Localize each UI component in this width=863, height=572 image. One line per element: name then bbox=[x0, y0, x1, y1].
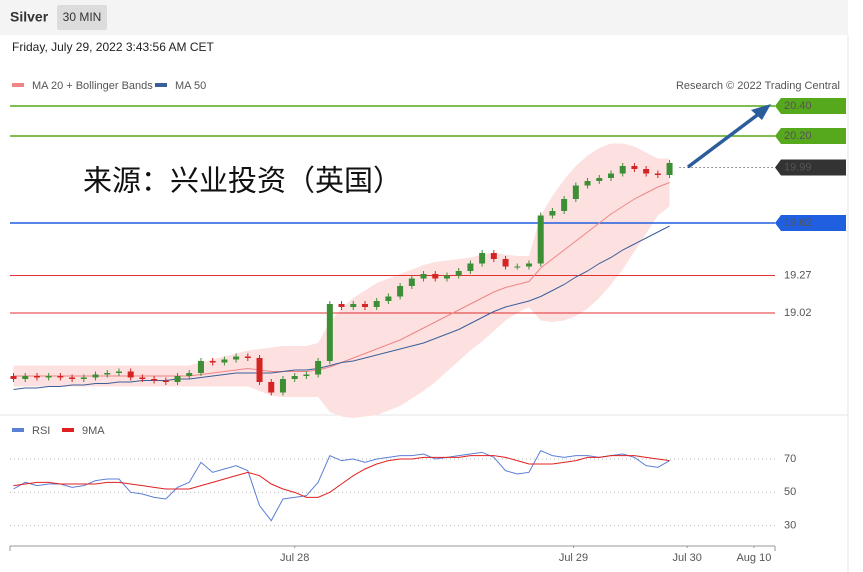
candle-body bbox=[373, 301, 380, 307]
level-label: 19.02 bbox=[784, 307, 812, 319]
level-badge bbox=[775, 128, 846, 144]
candle-body bbox=[22, 376, 29, 379]
candle-body bbox=[268, 382, 275, 393]
candle-body bbox=[338, 304, 345, 307]
level-label: 19.62 bbox=[784, 217, 812, 229]
level-badge bbox=[775, 98, 846, 114]
y-tick-label: 30 bbox=[784, 520, 796, 532]
instrument-title: Silver bbox=[10, 9, 49, 25]
legend-label: MA 20 + Bollinger Bands bbox=[32, 80, 153, 92]
y-tick-label: 70 bbox=[784, 453, 796, 465]
candle-body bbox=[315, 361, 322, 375]
moving-average bbox=[13, 225, 670, 390]
candle-body bbox=[303, 374, 310, 376]
candle-body bbox=[479, 253, 486, 264]
candle-body bbox=[233, 356, 240, 360]
source-credit: Research © 2022 Trading Central bbox=[676, 80, 840, 92]
candle-body bbox=[350, 304, 357, 307]
candle-body bbox=[197, 361, 204, 373]
candle-body bbox=[432, 274, 439, 279]
legend-label: RSI bbox=[32, 425, 50, 437]
candle-body bbox=[33, 376, 40, 378]
timestamp: Friday, July 29, 2022 3:43:56 AM CET bbox=[12, 40, 215, 54]
candle-body bbox=[525, 263, 532, 267]
candle-body bbox=[326, 304, 333, 361]
level-label: 19.99 bbox=[784, 161, 812, 173]
legend-label: 9MA bbox=[82, 425, 105, 437]
bollinger-band bbox=[13, 143, 670, 418]
candle-body bbox=[186, 373, 193, 376]
timeframe-label[interactable]: 30 MIN bbox=[63, 10, 102, 24]
candle-body bbox=[490, 253, 497, 259]
candle-body bbox=[291, 376, 298, 379]
candle-body bbox=[584, 181, 591, 186]
candle-body bbox=[69, 377, 76, 379]
candle-body bbox=[443, 275, 450, 279]
candle-body bbox=[514, 266, 521, 268]
candle-body bbox=[397, 286, 404, 297]
legend-swatch bbox=[155, 83, 167, 87]
candle-body bbox=[361, 304, 368, 307]
candle-body bbox=[10, 376, 17, 379]
candle-body bbox=[92, 374, 99, 378]
header-bar bbox=[0, 0, 848, 35]
candle-body bbox=[607, 173, 614, 178]
candle-body bbox=[57, 376, 64, 378]
candle-body bbox=[455, 271, 462, 276]
candle-body bbox=[209, 361, 216, 363]
candle-body bbox=[537, 215, 544, 264]
candle-body bbox=[654, 173, 661, 175]
candle-body bbox=[221, 359, 228, 363]
level-label: 19.27 bbox=[784, 269, 812, 281]
candle-body bbox=[408, 278, 415, 286]
candle-body bbox=[151, 379, 158, 381]
x-tick-label: Aug 10 bbox=[736, 552, 771, 564]
target-arrow bbox=[686, 104, 771, 169]
candle-body bbox=[467, 263, 474, 271]
level-label: 20.20 bbox=[784, 130, 812, 142]
candle-body bbox=[174, 376, 181, 382]
candle-body bbox=[127, 371, 134, 378]
rsi-panel: RSI 9MA 30 50 70 Jul 28 Jul 29 Jul 30 Aug 10 bbox=[9, 425, 796, 564]
candle-body bbox=[279, 379, 286, 393]
level-label: 20.40 bbox=[784, 100, 812, 112]
candle-body bbox=[162, 380, 169, 382]
timeframe-button[interactable] bbox=[57, 5, 107, 30]
candle-body bbox=[80, 377, 87, 379]
price-panel: MA 20 + Bollinger Bands MA 50 Research © 2… bbox=[10, 80, 846, 418]
candle-body bbox=[256, 358, 263, 382]
candle-body bbox=[631, 166, 638, 169]
candle-body bbox=[115, 371, 122, 373]
legend-swatch bbox=[12, 428, 24, 432]
x-tick-label: Jul 29 bbox=[559, 552, 588, 564]
y-tick-label: 50 bbox=[784, 486, 796, 498]
x-tick-label: Jul 28 bbox=[280, 552, 309, 564]
candle-body bbox=[561, 199, 568, 211]
x-tick-label: Jul 30 bbox=[672, 552, 701, 564]
candle-body bbox=[139, 377, 146, 379]
level-badge bbox=[775, 215, 846, 231]
candle-body bbox=[666, 163, 673, 175]
level-badge bbox=[775, 159, 846, 176]
candle-body bbox=[45, 376, 52, 378]
rsi-line bbox=[13, 450, 670, 522]
rsi-line bbox=[13, 455, 670, 498]
watermark: 来源：兴业投资（英国） bbox=[83, 165, 402, 198]
candle-body bbox=[385, 296, 392, 301]
legend-swatch bbox=[12, 83, 24, 87]
candle-body bbox=[502, 259, 509, 267]
legend-swatch bbox=[62, 428, 74, 432]
candle-body bbox=[643, 169, 650, 174]
legend-label: MA 50 bbox=[175, 80, 206, 92]
candle-body bbox=[420, 274, 427, 279]
candle-body bbox=[104, 373, 111, 375]
candle-body bbox=[549, 211, 556, 216]
candle-body bbox=[572, 185, 579, 199]
candle-body bbox=[244, 356, 251, 358]
candle-body bbox=[619, 166, 626, 174]
candle-body bbox=[596, 178, 603, 181]
